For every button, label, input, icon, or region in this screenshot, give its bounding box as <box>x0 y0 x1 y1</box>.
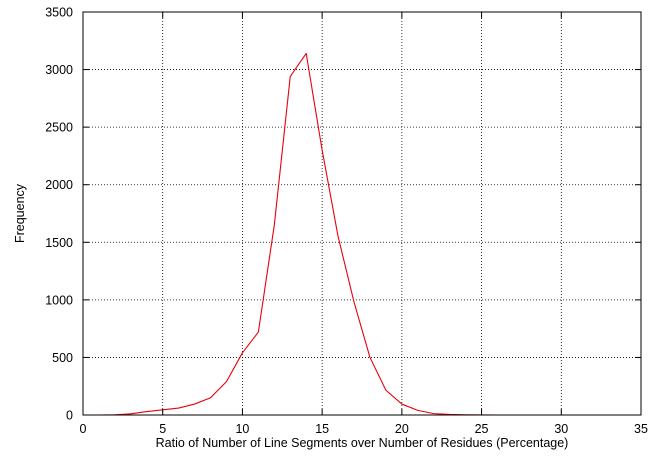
y-tick-label: 3500 <box>45 6 73 20</box>
tick-marks <box>82 11 642 416</box>
y-tick-label: 2000 <box>45 178 73 192</box>
y-tick-label: 2500 <box>45 121 73 135</box>
x-tick-label: 35 <box>634 422 648 436</box>
x-tick-label: 15 <box>315 422 329 436</box>
y-tick-label: 500 <box>52 351 73 365</box>
plot-area-frame <box>82 11 642 416</box>
x-tick-label: 20 <box>395 422 409 436</box>
x-tick-label: 10 <box>235 422 249 436</box>
y-axis-title: Frequency <box>13 183 27 243</box>
x-tick-label: 5 <box>159 422 166 436</box>
series-line <box>98 52 641 416</box>
tick-labels: 0 5 10 15 20 25 30 35 0 500 1000 1500 2000 2500 3000 35… <box>45 6 648 437</box>
x-tick-label: 25 <box>475 422 489 436</box>
y-tick-label: 3000 <box>45 63 73 77</box>
x-axis-title: Ratio of Number of Line Segments over Nu… <box>156 436 569 450</box>
x-tick-label: 30 <box>554 422 568 436</box>
y-tick-label: 1500 <box>45 236 73 250</box>
grid <box>83 12 641 415</box>
x-tick-label: 0 <box>80 422 87 436</box>
y-tick-label: 1000 <box>45 293 73 307</box>
y-tick-label: 0 <box>66 409 73 423</box>
series-layer <box>98 52 641 416</box>
